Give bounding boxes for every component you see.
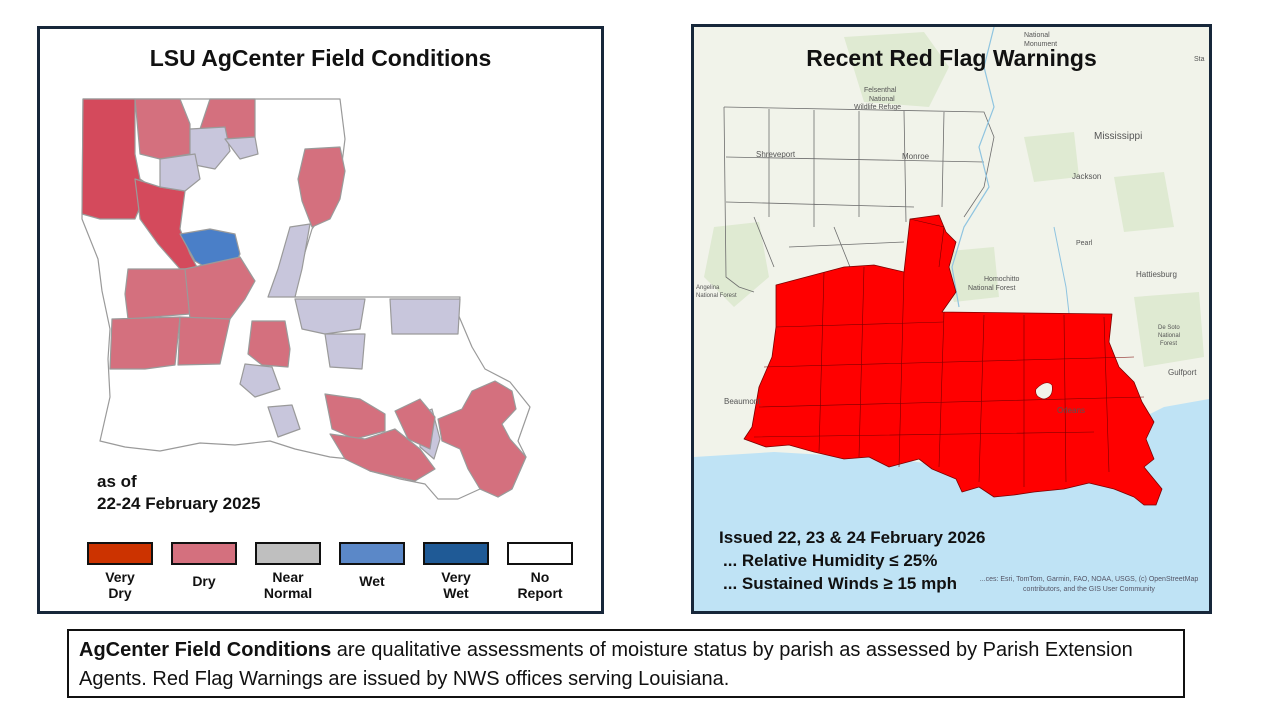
legend-item-near-normal: Near Normal — [255, 542, 321, 601]
map-label-jackson: Jackson — [1072, 172, 1101, 181]
map-label-beaumont: Beaumont — [724, 397, 761, 406]
legend-item-dry: Dry — [171, 542, 237, 589]
legend-item-very-wet: Very Wet — [423, 542, 489, 601]
legend-swatch — [255, 542, 321, 565]
map-label-orleans: Orleans — [1057, 406, 1085, 415]
legend-label: Near Normal — [255, 569, 321, 601]
as-of-value: 22-24 February 2025 — [97, 494, 261, 513]
parish-dry — [437, 380, 527, 498]
criteria-winds: ... Sustained Winds ≥ 15 mph — [723, 574, 957, 593]
as-of-date: as of 22-24 February 2025 — [97, 471, 261, 515]
parish-dry — [124, 268, 191, 320]
legend-swatch — [339, 542, 405, 565]
legend-swatch — [423, 542, 489, 565]
forest-area — [1024, 132, 1079, 182]
forest-area — [1134, 292, 1204, 367]
issued-dates: Issued 22, 23 & 24 February 2026 — [719, 528, 986, 547]
parish-dry — [247, 320, 291, 368]
parish-boundaries — [725, 109, 985, 278]
map-label-desoto-2: National — [1158, 333, 1180, 339]
legend-label-line: Very — [105, 569, 135, 585]
map-label-pearl: Pearl — [1076, 240, 1093, 247]
forest-area — [1114, 172, 1174, 232]
caption-bold: AgCenter Field Conditions — [79, 639, 332, 661]
legend-label-line: Very — [441, 569, 471, 585]
legend-label: No Report — [507, 569, 573, 601]
parish-dry — [177, 316, 231, 366]
map-label-monroe: Monroe — [902, 152, 930, 161]
map-label-desoto: De Soto — [1158, 325, 1180, 331]
map-label-angelina-2: National Forest — [696, 293, 737, 299]
parish-dry — [329, 428, 436, 482]
red-flag-issued-block: Issued 22, 23 & 24 February 2026 ... Rel… — [719, 526, 986, 595]
map-label-felsenthal-3: Wildlife Refuge — [854, 104, 901, 111]
legend-label-line: Normal — [263, 585, 313, 601]
legend-label: Wet — [339, 573, 405, 589]
map-attribution: ...ces: Esri, TomTom, Garmin, FAO, NOAA,… — [974, 575, 1204, 595]
red-flag-title: Recent Red Flag Warnings — [806, 45, 1097, 71]
caption-text: are qualitative assessments of moisture … — [79, 639, 1133, 690]
parish-dry — [109, 316, 181, 370]
legend-label-line: No — [530, 569, 550, 585]
forest-area — [704, 222, 769, 307]
legend-label-line: Wet — [443, 585, 469, 601]
field-conditions-map — [81, 98, 531, 500]
parish-near-normal — [239, 363, 281, 398]
legend-label-line: Near — [272, 569, 304, 585]
map-label-gulfport: Gulfport — [1168, 368, 1197, 377]
gulf-water — [694, 399, 1209, 611]
map-label-homochitto-2: National Forest — [968, 285, 1016, 292]
map-label-sta: Sta — [1194, 56, 1205, 63]
parish-near-normal — [294, 298, 366, 335]
parish-dry — [134, 98, 191, 160]
map-label-felsenthal: Felsenthal — [864, 87, 897, 94]
legend-item-no-report: No Report — [507, 542, 573, 601]
legend-label-line: Dry — [192, 573, 216, 589]
forest-area — [844, 32, 949, 107]
parish-dry — [324, 393, 386, 440]
parish-near-normal — [159, 153, 201, 192]
map-label-mississippi: Mississippi — [1094, 131, 1142, 142]
legend-swatch — [87, 542, 153, 565]
legend-label: Very Wet — [423, 569, 489, 601]
parish-near-normal — [267, 223, 311, 298]
lake-in-warning — [1035, 382, 1053, 400]
legend-label-line: Wet — [359, 573, 385, 589]
legend-swatch — [507, 542, 573, 565]
legend-item-wet: Wet — [339, 542, 405, 589]
parish-near-normal — [267, 404, 301, 438]
attribution-line: ...ces: Esri, TomTom, Garmin, FAO, NOAA,… — [979, 576, 1199, 583]
parish-near-normal — [389, 298, 461, 335]
map-label-hattiesburg: Hattiesburg — [1136, 270, 1177, 279]
legend-label-line: Report — [517, 585, 563, 601]
red-flag-map: National Monument Felsenthal National Wi… — [694, 27, 1209, 611]
state-border — [723, 106, 995, 218]
parish-near-normal — [324, 333, 366, 370]
parish-dry — [297, 146, 346, 228]
caption-box: AgCenter Field Conditions are qualitativ… — [67, 629, 1185, 698]
legend-label: Very Dry — [87, 569, 153, 601]
map-label-monument: Monument — [1024, 41, 1057, 48]
red-flag-panel: National Monument Felsenthal National Wi… — [691, 24, 1212, 614]
map-label-felsenthal-2: National — [869, 96, 895, 103]
map-label-homochitto: Homochitto — [984, 276, 1020, 283]
map-label-national: National — [1024, 32, 1050, 39]
river — [951, 27, 995, 308]
map-label-shreveport: Shreveport — [756, 150, 796, 159]
criteria-humidity: ... Relative Humidity ≤ 25% — [723, 551, 938, 570]
state-border — [723, 106, 755, 293]
legend-label: Dry — [171, 573, 237, 589]
parish-dry — [394, 398, 436, 450]
legend-item-very-dry: Very Dry — [87, 542, 153, 601]
parish-boundaries-warning — [753, 218, 1145, 487]
parish-near-normal — [224, 136, 259, 160]
attribution-line: contributors, and the GIS User Community — [1023, 586, 1155, 593]
field-conditions-title: LSU AgCenter Field Conditions — [149, 45, 492, 71]
legend-label-line: Dry — [108, 585, 132, 601]
as-of-label: as of — [97, 472, 137, 491]
map-label-angelina: Angelina — [696, 285, 720, 291]
map-label-desoto-3: Forest — [1160, 341, 1177, 347]
field-conditions-panel: LSU AgCenter Field Conditions as of 22-2… — [37, 26, 604, 614]
legend-swatch — [171, 542, 237, 565]
